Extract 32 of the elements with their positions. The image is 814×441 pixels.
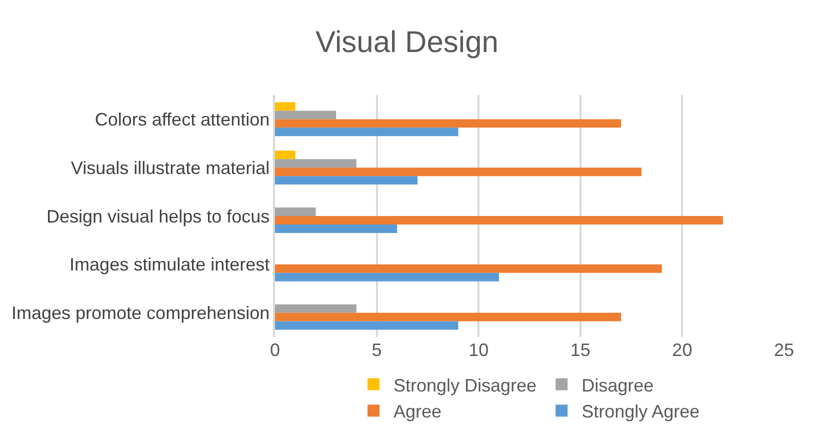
y-tick-label: Design visual helps to focus (46, 206, 270, 226)
bar (275, 176, 418, 185)
legend-label: Agree (394, 402, 442, 422)
bar (275, 321, 458, 330)
x-tick-label: 20 (672, 340, 692, 360)
bar (275, 168, 642, 176)
y-tick-label: Visuals illustrate material (70, 158, 270, 178)
legend-label: Strongly Disagree (394, 375, 537, 396)
bar (275, 119, 622, 128)
bar (275, 102, 296, 111)
chart-title: Visual Design (316, 26, 498, 59)
y-tick-label: Colors affect attention (94, 110, 270, 130)
bar (275, 110, 336, 120)
bar (275, 128, 458, 136)
y-tick-label: Images promote comprehension (12, 303, 270, 324)
legend-label: Strongly Agree (582, 402, 700, 422)
y-tick-label: Images stimulate interest (70, 254, 270, 275)
bar (275, 216, 723, 224)
legend-label: Disagree (582, 375, 654, 396)
bar (275, 208, 316, 216)
bar (275, 264, 662, 273)
bar (275, 224, 398, 233)
bar (275, 304, 356, 313)
bar (275, 150, 296, 160)
bar (275, 312, 622, 322)
x-tick-label: 15 (570, 340, 590, 360)
bar (275, 159, 356, 168)
x-tick-label: 10 (468, 340, 489, 360)
x-tick-label: 0 (270, 340, 280, 360)
bar (275, 272, 499, 282)
x-tick-label: 5 (372, 340, 382, 360)
x-tick-label: 25 (774, 340, 794, 360)
